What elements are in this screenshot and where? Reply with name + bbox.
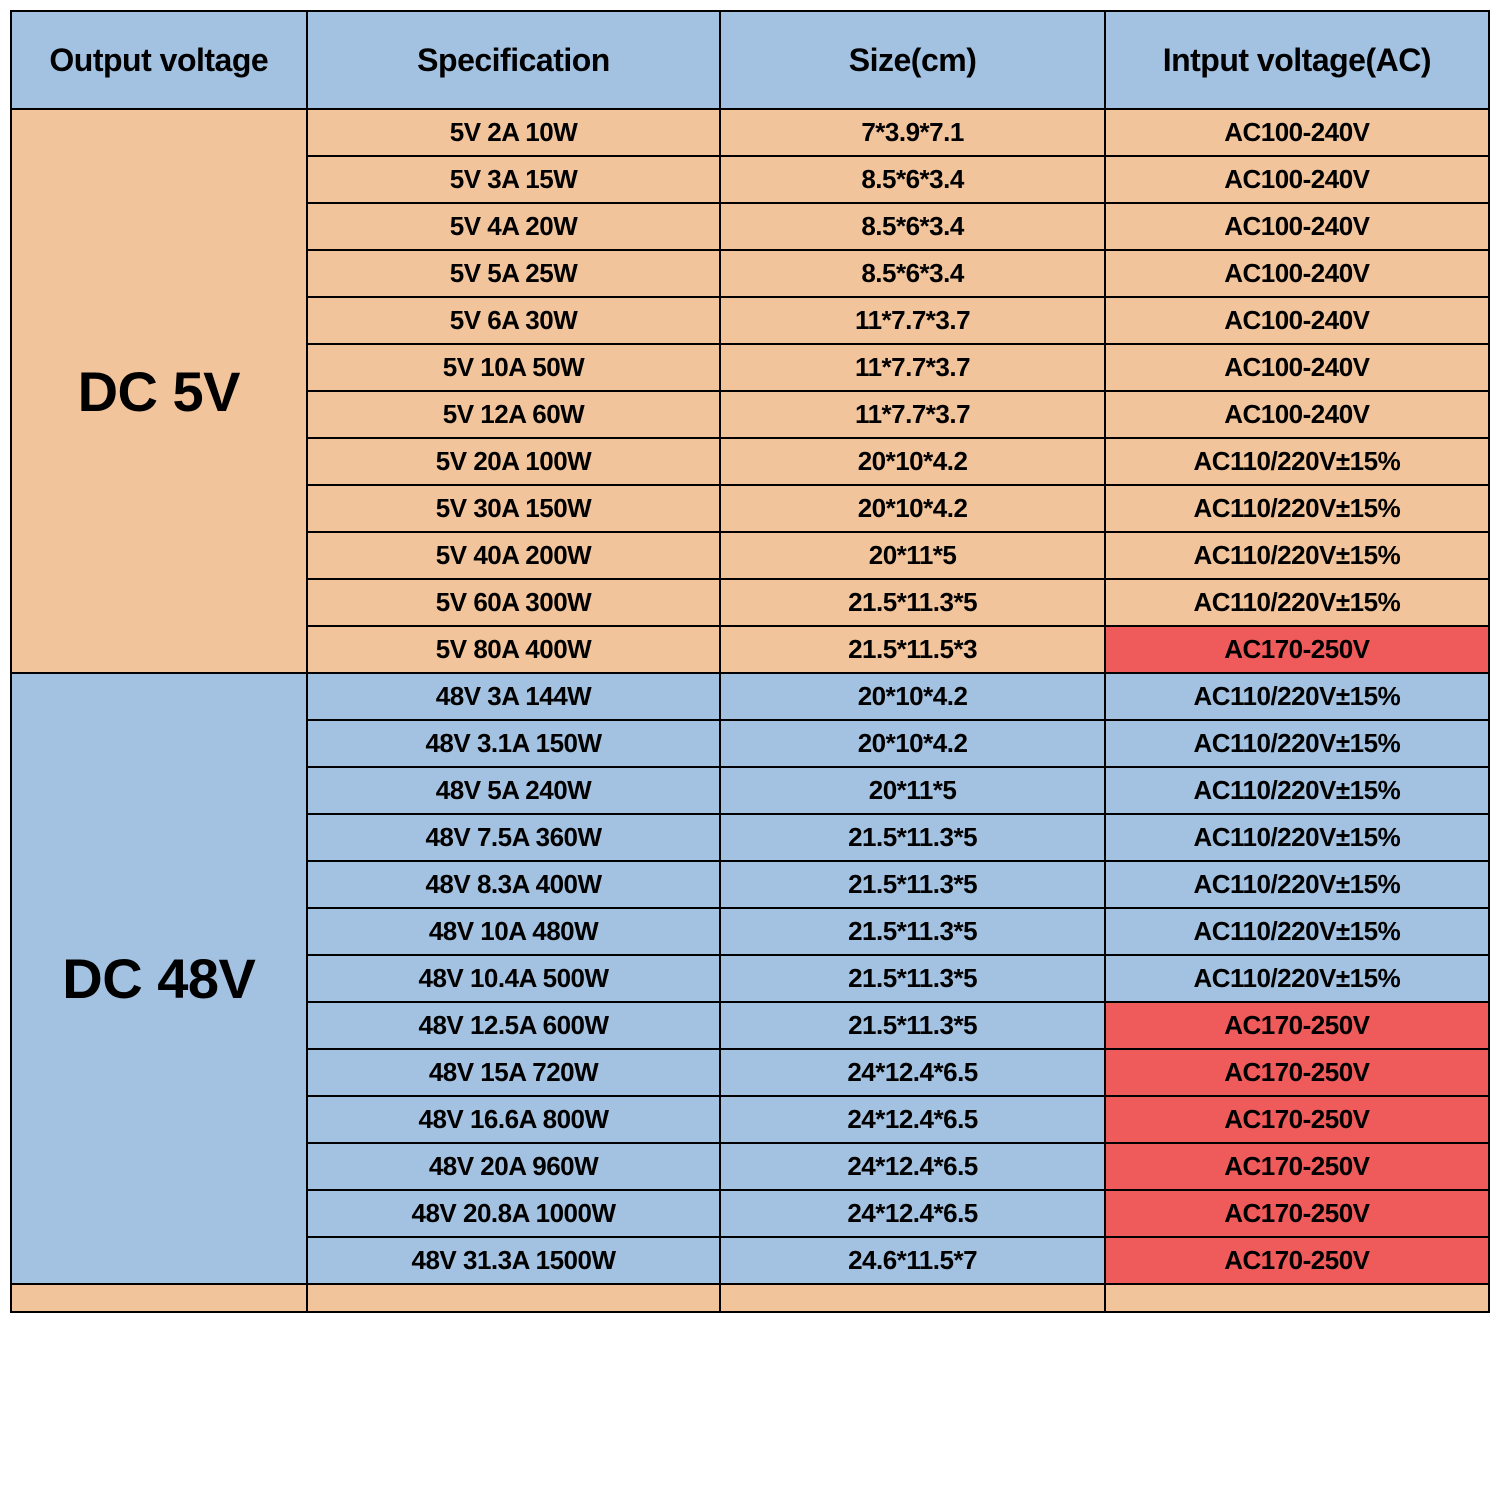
col-size: Size(cm) [720, 11, 1104, 109]
input-voltage-cell: AC110/220V±15% [1105, 579, 1489, 626]
table-row: DC 5V5V 2A 10W7*3.9*7.1AC100-240V [11, 109, 1489, 156]
spec-cell: 48V 7.5A 360W [307, 814, 721, 861]
input-voltage-cell: AC110/220V±15% [1105, 767, 1489, 814]
size-cell: 20*11*5 [720, 532, 1104, 579]
size-cell: 20*10*4.2 [720, 485, 1104, 532]
size-cell: 24*12.4*6.5 [720, 1049, 1104, 1096]
footer-cell [1105, 1284, 1489, 1312]
input-voltage-cell: AC110/220V±15% [1105, 438, 1489, 485]
size-cell: 20*10*4.2 [720, 673, 1104, 720]
size-cell: 24*12.4*6.5 [720, 1190, 1104, 1237]
size-cell: 11*7.7*3.7 [720, 344, 1104, 391]
spec-cell: 5V 2A 10W [307, 109, 721, 156]
spec-cell: 5V 3A 15W [307, 156, 721, 203]
input-voltage-cell: AC110/220V±15% [1105, 955, 1489, 1002]
size-cell: 24.6*11.5*7 [720, 1237, 1104, 1284]
input-voltage-cell: AC170-250V [1105, 1190, 1489, 1237]
footer-cell [307, 1284, 721, 1312]
footer-cell [11, 1284, 307, 1312]
spec-cell: 48V 20.8A 1000W [307, 1190, 721, 1237]
spec-cell: 48V 15A 720W [307, 1049, 721, 1096]
size-cell: 20*10*4.2 [720, 720, 1104, 767]
spec-table: Output voltage Specification Size(cm) In… [10, 10, 1490, 1313]
input-voltage-cell: AC170-250V [1105, 1002, 1489, 1049]
size-cell: 21.5*11.5*3 [720, 626, 1104, 673]
size-cell: 21.5*11.3*5 [720, 1002, 1104, 1049]
size-cell: 21.5*11.3*5 [720, 955, 1104, 1002]
input-voltage-cell: AC110/220V±15% [1105, 908, 1489, 955]
size-cell: 8.5*6*3.4 [720, 203, 1104, 250]
spec-cell: 48V 3A 144W [307, 673, 721, 720]
table-row: DC 48V48V 3A 144W20*10*4.2AC110/220V±15% [11, 673, 1489, 720]
input-voltage-cell: AC100-240V [1105, 109, 1489, 156]
input-voltage-cell: AC170-250V [1105, 626, 1489, 673]
spec-cell: 48V 16.6A 800W [307, 1096, 721, 1143]
input-voltage-cell: AC100-240V [1105, 250, 1489, 297]
size-cell: 21.5*11.3*5 [720, 908, 1104, 955]
size-cell: 21.5*11.3*5 [720, 579, 1104, 626]
spec-cell: 48V 31.3A 1500W [307, 1237, 721, 1284]
spec-cell: 48V 8.3A 400W [307, 861, 721, 908]
size-cell: 21.5*11.3*5 [720, 814, 1104, 861]
table-header-row: Output voltage Specification Size(cm) In… [11, 11, 1489, 109]
spec-cell: 5V 6A 30W [307, 297, 721, 344]
spec-cell: 48V 10A 480W [307, 908, 721, 955]
spec-cell: 48V 3.1A 150W [307, 720, 721, 767]
spec-cell: 5V 4A 20W [307, 203, 721, 250]
size-cell: 8.5*6*3.4 [720, 250, 1104, 297]
spec-cell: 5V 30A 150W [307, 485, 721, 532]
spec-cell: 5V 60A 300W [307, 579, 721, 626]
size-cell: 20*11*5 [720, 767, 1104, 814]
group-label: DC 48V [11, 673, 307, 1284]
size-cell: 24*12.4*6.5 [720, 1096, 1104, 1143]
input-voltage-cell: AC100-240V [1105, 203, 1489, 250]
input-voltage-cell: AC100-240V [1105, 344, 1489, 391]
input-voltage-cell: AC110/220V±15% [1105, 485, 1489, 532]
size-cell: 24*12.4*6.5 [720, 1143, 1104, 1190]
size-cell: 20*10*4.2 [720, 438, 1104, 485]
footer-cell [720, 1284, 1104, 1312]
spec-cell: 5V 80A 400W [307, 626, 721, 673]
input-voltage-cell: AC110/220V±15% [1105, 720, 1489, 767]
spec-cell: 5V 12A 60W [307, 391, 721, 438]
size-cell: 8.5*6*3.4 [720, 156, 1104, 203]
input-voltage-cell: AC170-250V [1105, 1237, 1489, 1284]
col-specification: Specification [307, 11, 721, 109]
spec-cell: 5V 20A 100W [307, 438, 721, 485]
input-voltage-cell: AC110/220V±15% [1105, 861, 1489, 908]
input-voltage-cell: AC170-250V [1105, 1143, 1489, 1190]
spec-cell: 5V 40A 200W [307, 532, 721, 579]
size-cell: 7*3.9*7.1 [720, 109, 1104, 156]
spec-cell: 5V 10A 50W [307, 344, 721, 391]
spec-cell: 48V 5A 240W [307, 767, 721, 814]
input-voltage-cell: AC110/220V±15% [1105, 532, 1489, 579]
input-voltage-cell: AC170-250V [1105, 1096, 1489, 1143]
table-footer-row [11, 1284, 1489, 1312]
input-voltage-cell: AC100-240V [1105, 297, 1489, 344]
input-voltage-cell: AC170-250V [1105, 1049, 1489, 1096]
spec-cell: 48V 10.4A 500W [307, 955, 721, 1002]
spec-cell: 48V 20A 960W [307, 1143, 721, 1190]
spec-cell: 48V 12.5A 600W [307, 1002, 721, 1049]
input-voltage-cell: AC100-240V [1105, 156, 1489, 203]
input-voltage-cell: AC110/220V±15% [1105, 673, 1489, 720]
col-input-voltage: Intput voltage(AC) [1105, 11, 1489, 109]
size-cell: 11*7.7*3.7 [720, 391, 1104, 438]
col-output-voltage: Output voltage [11, 11, 307, 109]
size-cell: 11*7.7*3.7 [720, 297, 1104, 344]
input-voltage-cell: AC110/220V±15% [1105, 814, 1489, 861]
spec-cell: 5V 5A 25W [307, 250, 721, 297]
group-label: DC 5V [11, 109, 307, 673]
input-voltage-cell: AC100-240V [1105, 391, 1489, 438]
size-cell: 21.5*11.3*5 [720, 861, 1104, 908]
